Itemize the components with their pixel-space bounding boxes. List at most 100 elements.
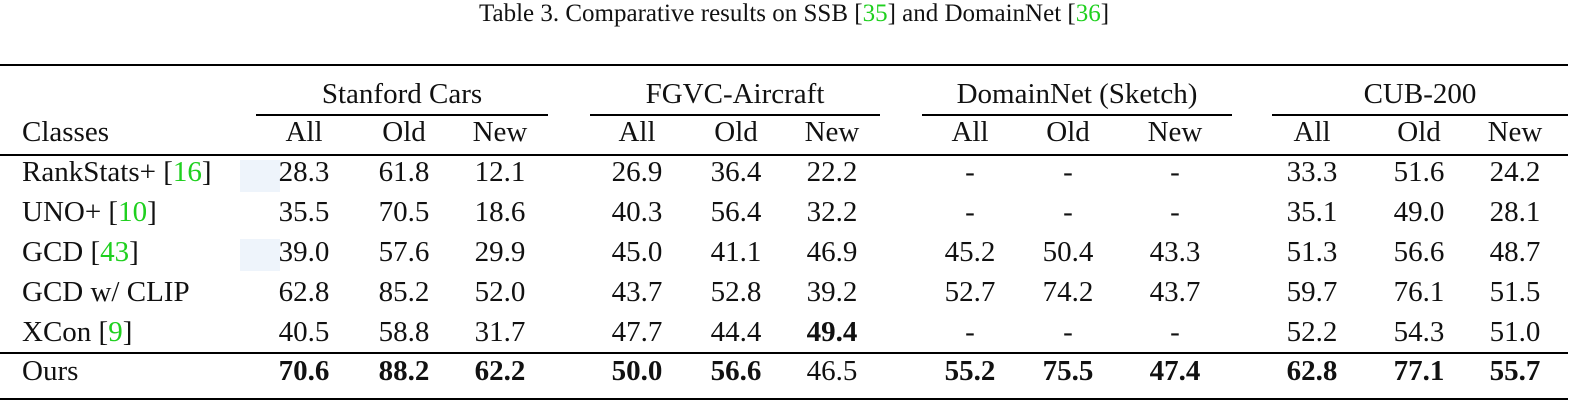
table-cell: 40.5: [278, 316, 330, 348]
column-header: All: [285, 116, 323, 148]
table-cell: 45.0: [611, 236, 663, 268]
table-cell: 35.5: [278, 196, 330, 228]
table-cell: 56.6: [710, 355, 762, 387]
table-cell: 56.6: [1393, 236, 1445, 268]
method-name: GCD [43]: [22, 232, 139, 272]
column-header: Old: [382, 116, 426, 148]
column-header: Old: [1397, 116, 1441, 148]
table-cell: 51.3: [1286, 236, 1338, 268]
table-cell: 56.4: [710, 196, 762, 228]
table-cell: 55.2: [944, 355, 996, 387]
bracket-close: ]: [122, 316, 133, 348]
header-rule: [0, 154, 1568, 156]
method-label: XCon [: [22, 316, 109, 348]
table-cell: 70.6: [278, 355, 330, 387]
method-label: GCD [: [22, 236, 101, 268]
column-header: All: [1293, 116, 1331, 148]
table-cell: -: [965, 196, 975, 228]
column-header: New: [804, 116, 860, 148]
table-cell: 52.0: [474, 276, 526, 308]
table-cell: 49.0: [1393, 196, 1445, 228]
table-cell: 88.2: [378, 355, 430, 387]
table-cell: 18.6: [474, 196, 526, 228]
column-header: New: [472, 116, 528, 148]
table-cell: -: [1063, 156, 1073, 188]
table-cell: 43.7: [611, 276, 663, 308]
table-cell: 47.7: [611, 316, 663, 348]
table-cell: 24.2: [1489, 156, 1541, 188]
table-cell: 33.3: [1286, 156, 1338, 188]
table-cell: 28.1: [1489, 196, 1541, 228]
table-cell: 62.8: [1286, 355, 1338, 387]
table-cell: -: [1170, 196, 1180, 228]
table-cell: 74.2: [1042, 276, 1094, 308]
table-cell: 43.3: [1149, 236, 1201, 268]
column-header: New: [1487, 116, 1543, 148]
table-cell: 52.7: [944, 276, 996, 308]
table-cell: 52.2: [1286, 316, 1338, 348]
top-rule: [0, 64, 1568, 66]
highlight-mark: [240, 160, 280, 192]
table-cell: -: [1170, 156, 1180, 188]
table-cell: 36.4: [710, 156, 762, 188]
table-cell: 48.7: [1489, 236, 1541, 268]
column-header: New: [1147, 116, 1203, 148]
group-header: FGVC-Aircraft: [645, 78, 825, 110]
bottom-rule: [0, 398, 1568, 400]
citation-link[interactable]: 36: [1075, 0, 1101, 27]
table-cell: 35.1: [1286, 196, 1338, 228]
group-header: CUB-200: [1363, 78, 1477, 110]
group-underline: [256, 114, 548, 116]
column-header: Old: [1046, 116, 1090, 148]
citation-link[interactable]: 9: [108, 316, 123, 348]
citation-link[interactable]: 35: [862, 0, 888, 27]
table-cell: 57.6: [378, 236, 430, 268]
table-cell: 51.0: [1489, 316, 1541, 348]
table-cell: 54.3: [1393, 316, 1445, 348]
table-cell: 29.9: [474, 236, 526, 268]
table-cell: 49.4: [806, 316, 858, 348]
table-cell: 45.2: [944, 236, 996, 268]
table-cell: 41.1: [710, 236, 762, 268]
table-cell: -: [1063, 316, 1073, 348]
table-cell: 77.1: [1393, 355, 1445, 387]
bracket-close: ]: [147, 196, 157, 228]
table-cell: 50.0: [611, 355, 663, 387]
table-cell: 52.8: [710, 276, 762, 308]
citation-link[interactable]: 16: [172, 156, 202, 188]
table-cell: 39.0: [278, 236, 330, 268]
table-cell: -: [1170, 316, 1180, 348]
method-label: RankStats+ [: [22, 156, 173, 188]
method-name: UNO+ [10]: [22, 192, 157, 232]
table-cell: 12.1: [474, 156, 526, 188]
method-name: RankStats+ [16]: [22, 152, 212, 192]
table-cell: -: [965, 316, 975, 348]
citation-link[interactable]: 43: [100, 236, 130, 268]
table-cell: -: [965, 156, 975, 188]
table-cell: 46.9: [806, 236, 858, 268]
table-cell: 70.5: [378, 196, 430, 228]
citation-link[interactable]: 10: [118, 196, 148, 228]
method-label: GCD w/ CLIP: [22, 276, 190, 308]
group-underline: [1272, 114, 1568, 116]
table-cell: 62.2: [474, 355, 526, 387]
table-cell: 40.3: [611, 196, 663, 228]
table-cell: 46.5: [806, 355, 858, 387]
table-cell: 47.4: [1149, 355, 1201, 387]
table-cell: 85.2: [378, 276, 430, 308]
group-header: Stanford Cars: [321, 78, 483, 110]
table-cell: 58.8: [378, 316, 430, 348]
method-label: Ours: [22, 355, 79, 387]
table-cell: 59.7: [1286, 276, 1338, 308]
method-name: Ours: [22, 351, 78, 391]
table-cell: 51.5: [1489, 276, 1541, 308]
table-cell: 26.9: [611, 156, 663, 188]
column-header: Old: [714, 116, 758, 148]
table-cell: 50.4: [1042, 236, 1094, 268]
column-header: All: [951, 116, 989, 148]
table-cell: 44.4: [710, 316, 762, 348]
table-cell: 62.8: [278, 276, 330, 308]
table-cell: 55.7: [1489, 355, 1541, 387]
highlight-mark: [240, 239, 280, 271]
ours-rule: [0, 352, 1568, 354]
